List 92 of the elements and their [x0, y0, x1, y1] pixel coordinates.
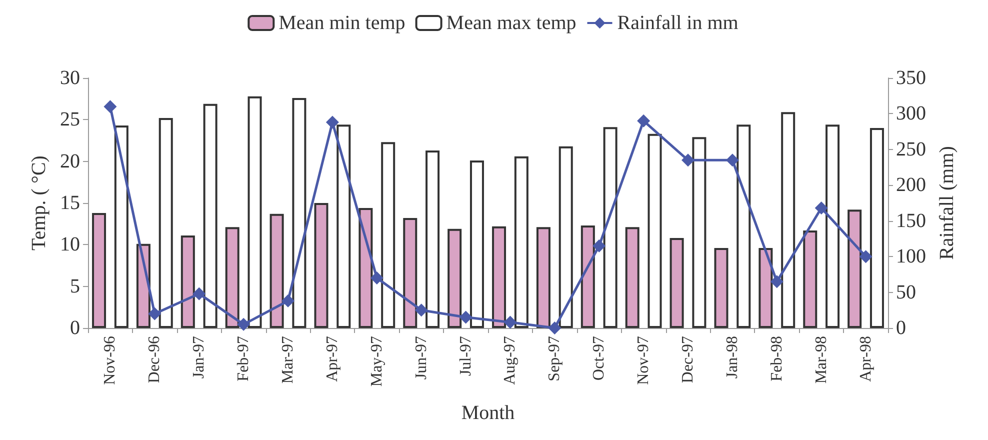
bar	[826, 124, 840, 328]
point	[414, 304, 428, 317]
bar	[470, 160, 484, 328]
y-tick-label: 5	[70, 275, 80, 298]
bar	[536, 227, 550, 328]
point	[504, 316, 517, 329]
bar	[870, 128, 884, 328]
bar	[848, 210, 862, 328]
point	[192, 287, 206, 300]
legend-label: Mean min temp	[278, 12, 406, 34]
y2-tick-label: 300	[896, 102, 926, 125]
x-tick-label: Jan-98	[724, 336, 741, 379]
y2-tick-label: 50	[896, 281, 916, 304]
bar	[358, 208, 373, 328]
y2-tick-label: 150	[896, 210, 926, 232]
x-tick-label: Nov-96	[102, 336, 119, 385]
point	[459, 310, 472, 324]
bar	[203, 104, 218, 328]
x-tick-label: Nov-97	[635, 336, 652, 385]
legend-label: Rainfall in mm	[617, 12, 739, 34]
bar	[648, 134, 662, 328]
bar	[558, 146, 573, 328]
point	[104, 100, 117, 114]
x-tick-label: Mar-98	[812, 336, 830, 384]
x-tick-label: Feb-97	[235, 336, 252, 382]
bar	[114, 126, 128, 328]
point	[592, 239, 606, 252]
bar	[803, 230, 818, 328]
x-tick-label: Feb-98	[768, 336, 786, 382]
bar	[381, 142, 396, 328]
y2-axis-title: Rainfall (mm)	[936, 146, 958, 260]
point	[370, 272, 384, 284]
point	[237, 318, 250, 331]
y-tick-label: 15	[60, 192, 80, 214]
y2-tick-label: 100	[896, 246, 926, 268]
point	[637, 114, 650, 128]
bar	[603, 127, 618, 328]
bar	[670, 238, 684, 328]
point	[682, 154, 694, 167]
point	[282, 294, 294, 308]
y2-tick-label: 250	[896, 138, 926, 160]
bar	[514, 156, 528, 328]
bar	[781, 112, 796, 328]
y-tick-label: 30	[60, 67, 80, 89]
x-tick-label: Aug-97	[502, 336, 519, 385]
bar	[625, 227, 640, 328]
point	[770, 275, 784, 288]
x-tick-label: Jul-97	[457, 336, 474, 376]
point	[726, 154, 739, 167]
bar	[448, 228, 462, 328]
y-tick-label: 20	[60, 150, 80, 172]
bar	[736, 124, 751, 328]
x-tick-label: Apr-98	[857, 336, 874, 382]
bar	[292, 98, 306, 328]
point	[859, 250, 872, 264]
point	[548, 322, 562, 334]
point	[814, 202, 828, 214]
legend-label: Mean max temp	[446, 12, 576, 34]
y-tick-label: 0	[70, 317, 80, 339]
point	[326, 116, 339, 129]
x-tick-label: Apr-97	[324, 336, 341, 382]
x-tick-label: Dec-96	[146, 336, 164, 384]
bar	[426, 150, 440, 328]
x-tick-label: Jan-97	[190, 336, 208, 379]
x-tick-label: Sep-97	[546, 336, 564, 382]
bar	[403, 218, 418, 328]
y-tick-label: 25	[60, 108, 80, 131]
x-tick-label: Dec-97	[680, 336, 696, 384]
bar	[758, 248, 773, 328]
bar	[314, 203, 328, 328]
bar	[92, 213, 106, 328]
bar	[492, 226, 506, 328]
bar	[225, 227, 240, 328]
point	[148, 307, 162, 320]
bar	[714, 248, 728, 328]
y-tick-label: 10	[60, 234, 80, 256]
y-axis-title: Temp. ( °C)	[28, 156, 50, 250]
bar	[180, 236, 195, 328]
y2-tick-label: 200	[896, 174, 926, 196]
bar	[158, 118, 173, 328]
x-tick-label: Jun-97	[412, 336, 430, 380]
x-axis-title: Month	[461, 402, 515, 424]
bar	[336, 124, 351, 328]
x-tick-label: Oct-97	[590, 336, 608, 380]
y2-tick-label: 350	[896, 67, 926, 89]
bar	[270, 214, 284, 328]
x-tick-label: Mar-97	[280, 336, 296, 384]
y2-tick-label: 0	[896, 317, 906, 339]
bar	[692, 137, 706, 328]
bar	[248, 96, 262, 328]
x-tick-label: May-97	[368, 336, 386, 387]
bar	[580, 226, 595, 328]
